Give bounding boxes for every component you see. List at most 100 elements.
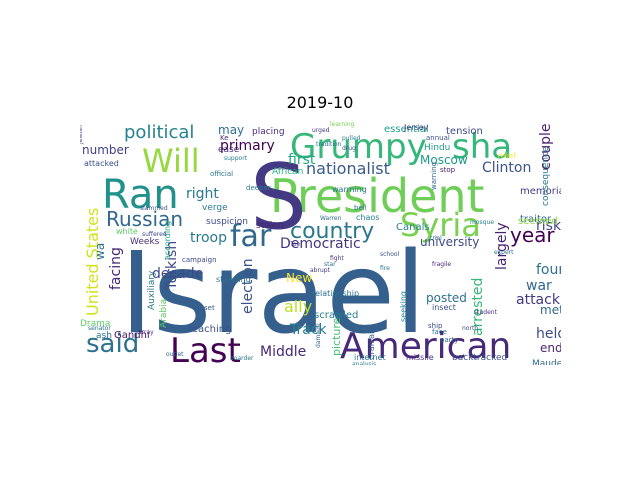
- word-president: President: [270, 169, 485, 223]
- word-senator: senator: [88, 325, 111, 332]
- word-will: Will: [142, 142, 200, 180]
- word-placing: placing: [252, 127, 285, 137]
- word-cranial: Cranial: [367, 332, 376, 360]
- word-damage: damage: [315, 323, 322, 348]
- word-facing: facing: [108, 247, 124, 290]
- word-nationalist: nationalist: [306, 159, 390, 178]
- word-internet: internet: [354, 353, 386, 362]
- word-white: white: [116, 227, 138, 236]
- cloud-background: [80, 120, 561, 365]
- word-found: found: [536, 262, 561, 278]
- word-drug: drug: [342, 145, 356, 152]
- word-maude: Maude: [532, 359, 561, 365]
- word-met: met: [540, 303, 561, 317]
- word-posted: posted: [426, 291, 467, 305]
- word-turkish: Turkish: [164, 241, 180, 291]
- word-set: set: [204, 304, 215, 312]
- word-may: may: [218, 123, 244, 137]
- word-wa: wa: [93, 243, 107, 260]
- word-toe: Toe: [289, 241, 300, 248]
- word-largely: largely: [494, 222, 510, 270]
- word-track: Track: [289, 322, 328, 338]
- word-official: official: [210, 170, 233, 178]
- word-year: year: [510, 223, 555, 247]
- word-scrawled: scrawled: [314, 310, 358, 321]
- word-warning: warning: [430, 162, 438, 190]
- word-war: war: [526, 278, 552, 294]
- word-held: held: [536, 326, 561, 342]
- word-political: political: [124, 122, 194, 143]
- word-troop: troop: [190, 230, 227, 246]
- word-pulled: pulled: [342, 135, 361, 142]
- word-grumpy: Grumpy: [290, 127, 427, 167]
- word-deeper: deeper: [246, 184, 271, 192]
- word-relief: relief: [498, 152, 516, 160]
- word-tradition: tradition: [316, 141, 342, 148]
- word-american: American: [340, 326, 511, 365]
- word-seeking: seeking: [399, 291, 408, 322]
- word-ease: ease: [218, 145, 240, 155]
- word-insect: insect: [432, 303, 456, 312]
- word-ash: ash: [96, 331, 112, 341]
- word-far: far: [230, 219, 272, 254]
- word-clinton: Clinton: [482, 160, 531, 176]
- word-election: election: [240, 258, 256, 314]
- word-said: said: [86, 329, 139, 359]
- word-attacked: attacked: [84, 159, 119, 168]
- word-suspicion: suspicion: [206, 217, 248, 227]
- figure-title: 2019-10: [286, 93, 354, 112]
- word-moscow: Moscow: [420, 153, 468, 167]
- word-face: face: [432, 328, 447, 336]
- word-ship: ship: [428, 322, 443, 330]
- word-israel: Israel: [120, 229, 426, 359]
- word-democratic: Democratic: [280, 236, 361, 252]
- word-warren: Warren: [320, 215, 342, 222]
- word-support: support: [224, 155, 248, 162]
- word-warming: warming: [332, 185, 367, 194]
- word-chaos: chaos: [356, 213, 379, 222]
- word-united-states: United States: [83, 208, 102, 316]
- word-abrupt: abrupt: [310, 267, 331, 274]
- word-essential: essential: [384, 124, 429, 135]
- word-number: number: [82, 143, 129, 157]
- word-right: right: [186, 186, 219, 202]
- word-consequence: consequence: [541, 146, 551, 206]
- word-missile: missile: [406, 353, 434, 362]
- word-campaign: campaign: [182, 256, 217, 264]
- word-outlet: outlet: [166, 351, 184, 358]
- word-stop: stop: [440, 166, 456, 174]
- word-auxiliary: Auxiliary: [147, 270, 157, 310]
- word-party: party: [440, 336, 459, 344]
- word-stolen: stolen: [256, 221, 283, 231]
- word-picture: picture: [330, 317, 343, 356]
- word-analysis: analysis: [352, 361, 376, 365]
- word-drama: Drama: [80, 319, 110, 329]
- word-arrested: arrested: [470, 278, 486, 336]
- word-fight: fight: [330, 255, 344, 262]
- word-reaching: reaching: [188, 324, 231, 335]
- word-arabia: Arabia: [159, 299, 169, 328]
- word-memorial: memorial: [520, 186, 561, 197]
- word-attack: attack: [516, 292, 561, 308]
- word-s: S: [250, 145, 307, 250]
- word-urged: urged: [312, 127, 330, 134]
- word-syria: Syria: [400, 206, 481, 244]
- word-end: end: [540, 341, 561, 355]
- word-new: New: [286, 271, 312, 285]
- word-boarder: boarder: [230, 355, 254, 362]
- word-north: north: [462, 325, 478, 332]
- word-school: school: [380, 251, 400, 258]
- word-ally: ally: [284, 297, 312, 316]
- word-student: student: [474, 309, 498, 316]
- word-ke: Ke: [220, 134, 229, 142]
- word-trial: trial: [430, 235, 442, 242]
- word-expert: expert: [494, 249, 514, 256]
- word-slammed: slammed: [140, 205, 168, 212]
- word-hindu: Hindu: [424, 143, 450, 153]
- word-primary: primary: [220, 138, 275, 154]
- word-learning: learning: [330, 121, 355, 128]
- word-first: first: [288, 152, 316, 168]
